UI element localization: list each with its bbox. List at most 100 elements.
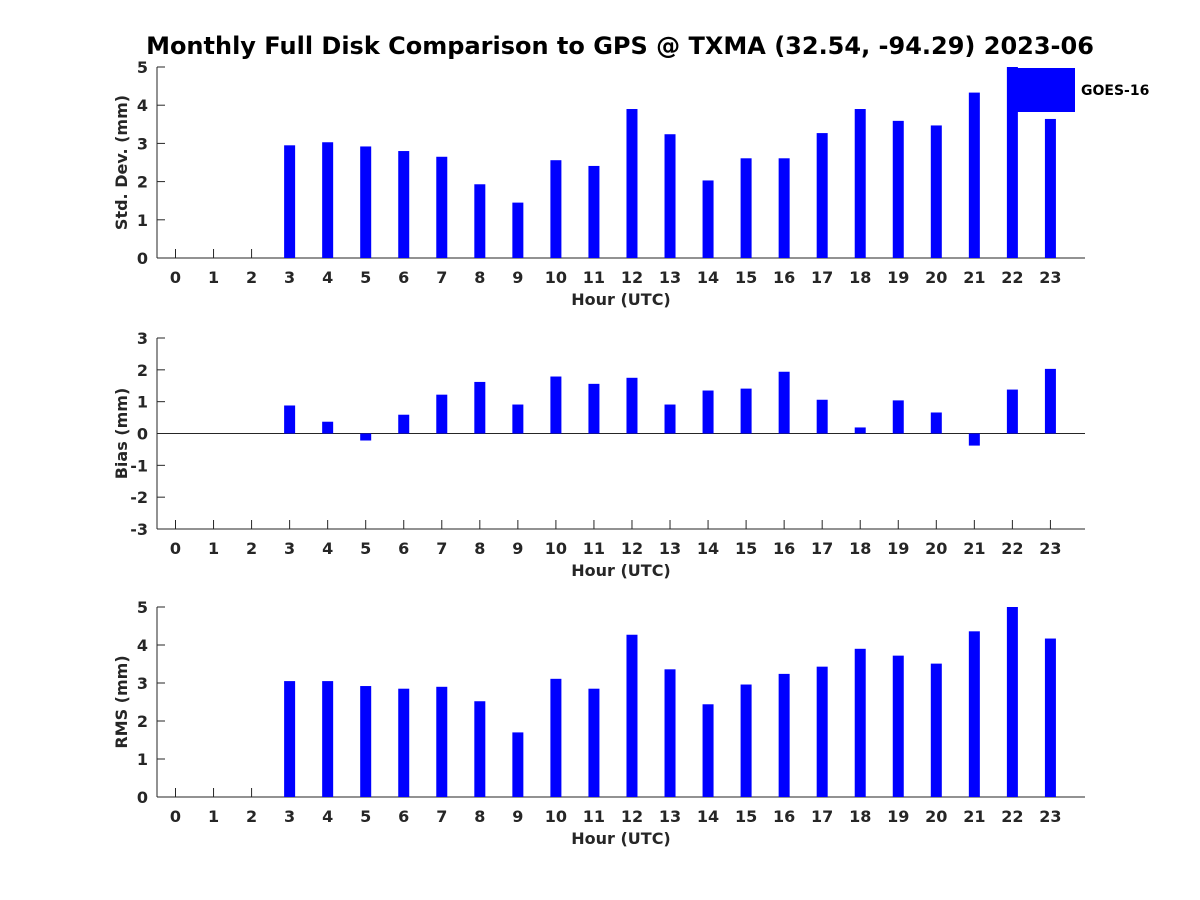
bias-bar-hour-9 <box>512 404 524 434</box>
rms-bar-hour-3 <box>284 681 296 797</box>
rms-bar-hour-20 <box>930 663 942 797</box>
std-dev-y-tick-label: 3 <box>137 134 148 153</box>
rms-bar-hour-19 <box>892 655 904 797</box>
bias-bar-hour-14 <box>702 390 714 434</box>
rms-y-tick-label: 4 <box>137 636 148 655</box>
std-dev-bar-hour-17 <box>816 133 828 258</box>
rms-bar-hour-5 <box>360 686 372 797</box>
legend: GOES-16 <box>1007 68 1149 112</box>
std-dev-bar-hour-14 <box>702 180 714 258</box>
rms-x-tick-label: 12 <box>621 807 643 826</box>
std-dev-bar-hour-15 <box>740 158 752 258</box>
bias-x-tick-label: 0 <box>170 539 181 558</box>
std-dev-y-tick-label: 0 <box>137 249 148 268</box>
rms-x-tick-label: 19 <box>887 807 909 826</box>
std-dev-x-tick-label: 19 <box>887 268 909 287</box>
bias-x-tick-label: 14 <box>697 539 719 558</box>
std-dev-x-tick-label: 2 <box>246 268 257 287</box>
chart-title: Monthly Full Disk Comparison to GPS @ TX… <box>146 32 1094 60</box>
std-dev-y-tick-label: 2 <box>137 173 148 192</box>
rms-bar-hour-8 <box>474 701 486 797</box>
bias-bar-hour-16 <box>778 371 790 434</box>
bias-y-axis-label: Bias (mm) <box>112 388 131 480</box>
rms-x-tick-label: 23 <box>1039 807 1061 826</box>
std-dev-x-tick-label: 23 <box>1039 268 1061 287</box>
std-dev-bar-hour-20 <box>930 125 942 258</box>
bias-bar-hour-5 <box>360 433 372 441</box>
bias-x-tick-label: 13 <box>659 539 681 558</box>
rms-x-tick-label: 3 <box>284 807 295 826</box>
rms-y-tick-label: 3 <box>137 674 148 693</box>
rms-bar-hour-18 <box>854 648 866 797</box>
rms-y-axis-label: RMS (mm) <box>112 655 131 748</box>
bias-x-tick-label: 17 <box>811 539 833 558</box>
rms-x-tick-label: 22 <box>1001 807 1023 826</box>
rms-bar-hour-7 <box>436 686 448 797</box>
bias-bar-hour-22 <box>1006 389 1018 434</box>
rms-x-tick-label: 13 <box>659 807 681 826</box>
rms-x-tick-label: 5 <box>360 807 371 826</box>
bias-bar-hour-3 <box>284 405 296 434</box>
std-dev-x-tick-label: 3 <box>284 268 295 287</box>
bias-y-tick-label: -1 <box>130 456 148 475</box>
rms-bar-hour-23 <box>1044 638 1056 797</box>
rms-x-tick-label: 8 <box>474 807 485 826</box>
rms-y-tick-label: 2 <box>137 712 148 731</box>
bias-x-tick-label: 8 <box>474 539 485 558</box>
std-dev-bar-hour-6 <box>398 151 410 258</box>
std-dev-x-tick-label: 11 <box>583 268 605 287</box>
std-dev-bar-hour-23 <box>1044 118 1056 259</box>
std-dev-bar-hour-5 <box>360 146 372 258</box>
std-dev-x-tick-label: 9 <box>512 268 523 287</box>
rms-bar-hour-10 <box>550 678 562 797</box>
std-dev-bar-hour-4 <box>322 142 334 258</box>
legend-swatch <box>1007 68 1075 112</box>
rms-bar-hour-16 <box>778 673 790 797</box>
std-dev-x-tick-label: 13 <box>659 268 681 287</box>
bias-bar-hour-17 <box>816 399 828 434</box>
bias-x-tick-label: 7 <box>436 539 447 558</box>
rms-x-tick-label: 16 <box>773 807 795 826</box>
bias-x-tick-label: 2 <box>246 539 257 558</box>
rms-bar-hour-9 <box>512 732 524 797</box>
bias-bar-hour-12 <box>626 377 638 434</box>
std-dev-x-tick-label: 5 <box>360 268 371 287</box>
rms-bar-hour-15 <box>740 684 752 797</box>
std-dev-bar-hour-19 <box>892 120 904 258</box>
rms-x-tick-label: 7 <box>436 807 447 826</box>
bias-bar-hour-11 <box>588 383 600 434</box>
bias-x-tick-label: 9 <box>512 539 523 558</box>
std-dev-x-axis-label: Hour (UTC) <box>571 290 671 309</box>
std-dev-bar-hour-16 <box>778 158 790 258</box>
rms-x-axis-label: Hour (UTC) <box>571 829 671 848</box>
std-dev-y-tick-label: 4 <box>137 96 148 115</box>
bias-bar-hour-18 <box>854 427 866 434</box>
bias-bar-hour-8 <box>474 381 486 434</box>
std-dev-x-tick-label: 7 <box>436 268 447 287</box>
std-dev-x-tick-label: 21 <box>963 268 985 287</box>
std-dev-x-tick-label: 15 <box>735 268 757 287</box>
rms-x-tick-label: 20 <box>925 807 947 826</box>
bias-bar-hour-20 <box>930 412 942 434</box>
bias-bar-hour-10 <box>550 376 562 434</box>
bias-x-tick-label: 21 <box>963 539 985 558</box>
rms-x-tick-label: 9 <box>512 807 523 826</box>
std-dev-bar-hour-9 <box>512 202 524 258</box>
bias-bar-hour-15 <box>740 388 752 434</box>
bias-x-axis-label: Hour (UTC) <box>571 561 671 580</box>
rms-bar-hour-22 <box>1006 607 1018 797</box>
rms-bar-hour-14 <box>702 704 714 797</box>
bias-x-tick-label: 19 <box>887 539 909 558</box>
bias-y-tick-label: 0 <box>137 425 148 444</box>
std-dev-x-tick-label: 8 <box>474 268 485 287</box>
std-dev-x-tick-label: 20 <box>925 268 947 287</box>
rms-x-tick-label: 6 <box>398 807 409 826</box>
std-dev-y-tick-label: 5 <box>137 58 148 77</box>
std-dev-bar-hour-8 <box>474 184 486 258</box>
bias-bar-hour-23 <box>1044 368 1056 434</box>
bias-y-tick-label: -2 <box>130 488 148 507</box>
std-dev-bar-hour-3 <box>284 145 296 258</box>
